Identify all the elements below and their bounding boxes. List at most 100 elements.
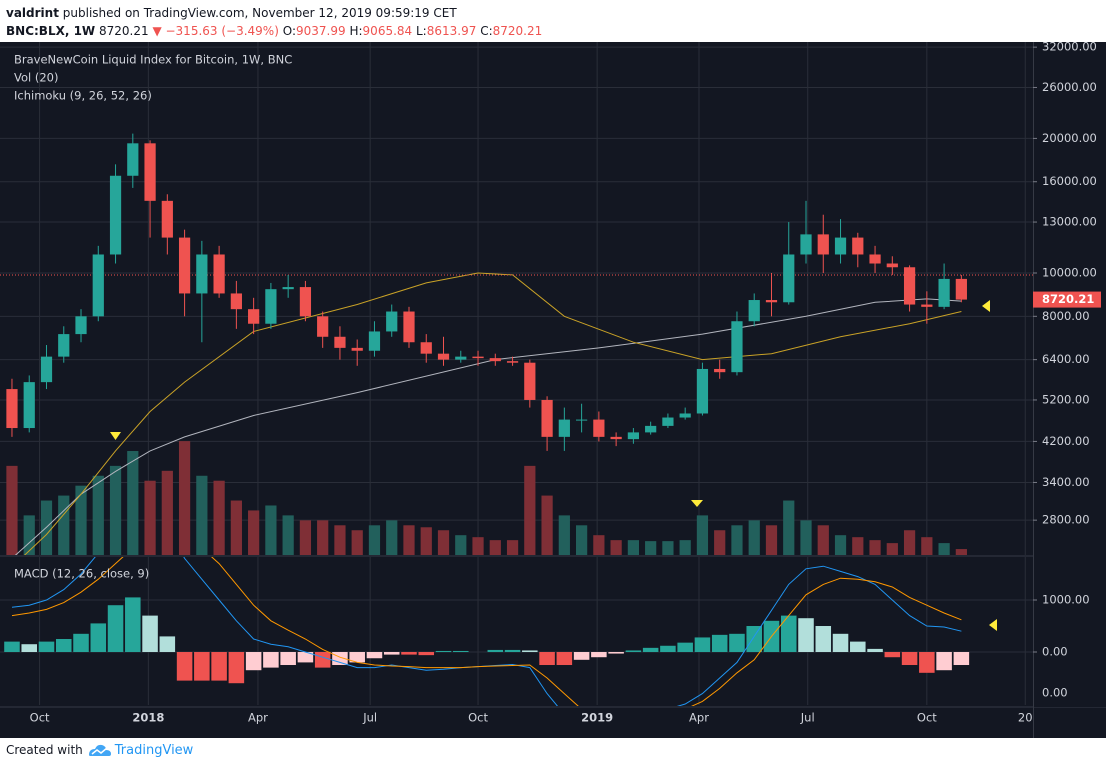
candle-body — [213, 254, 225, 294]
volume-bar — [455, 535, 467, 555]
candle-body — [351, 347, 363, 351]
candle-body — [144, 143, 156, 201]
volume-bar — [351, 530, 363, 555]
histogram-bar — [211, 652, 227, 681]
volume-bar — [662, 541, 674, 555]
volume-bar — [282, 515, 294, 555]
histogram-bar — [625, 650, 642, 653]
candle-body — [575, 419, 588, 421]
candle-body — [783, 254, 795, 303]
candle-body — [455, 356, 467, 360]
volume-bar — [6, 465, 18, 555]
volume-bar — [558, 515, 570, 555]
x-tick-label: 20 — [1018, 711, 1033, 725]
header: valdrint published on TradingView.com, N… — [6, 4, 542, 40]
histogram-bar — [487, 649, 504, 653]
x-tick-label: Oct — [468, 711, 488, 725]
change: ▼ −315.63 (−3.49%) — [152, 24, 279, 38]
candle-body — [92, 254, 104, 317]
price-pane — [0, 133, 1033, 555]
y-tick-label: 6400.00 — [1042, 352, 1090, 366]
volume-bar — [23, 515, 35, 555]
candle-body — [800, 234, 812, 255]
brand[interactable]: TradingView — [114, 742, 194, 758]
y-tick-label: 32000.00 — [1042, 40, 1097, 54]
y-tick-label: 10000.00 — [1042, 265, 1097, 279]
y-tick-label: 8000.00 — [1042, 309, 1090, 323]
histogram-bar — [953, 652, 970, 666]
volume-bar — [196, 475, 208, 555]
histogram-bar — [746, 626, 762, 653]
y-tick-label: 26000.00 — [1042, 80, 1097, 94]
volume-bar — [127, 451, 139, 555]
last-price-label: 8720.21 — [1042, 292, 1094, 306]
x-tick-label: Oct — [30, 711, 50, 725]
volume-bar — [834, 535, 847, 555]
candle-body — [334, 336, 346, 348]
volume-bar — [472, 537, 484, 555]
axes: 32000.00 26000.00 20000.00 16000.00 13000.00… — [30, 40, 1101, 725]
candle-body — [593, 419, 605, 437]
candle-body — [178, 237, 191, 294]
y-tick-label: 1000.00 — [1042, 593, 1090, 607]
ohlc-key: H: — [349, 24, 363, 38]
histogram-bar — [263, 652, 279, 668]
volume-bar — [248, 510, 260, 555]
histogram-bar — [21, 644, 37, 653]
header-line: BNC:BLX, 1W 8720.21 ▼ −315.63 (−3.49%) O… — [6, 22, 542, 40]
histogram-bar — [504, 649, 521, 653]
ohlc-key: O: — [282, 24, 297, 38]
macd-line — [11, 557, 962, 706]
histogram-bar — [90, 623, 107, 653]
volume-bar — [92, 475, 104, 555]
ohlc-value: 9037.99 — [296, 24, 346, 38]
y-tick-label: 3400.00 — [1042, 475, 1090, 489]
volume-bar — [317, 520, 329, 555]
header-line: valdrint published on TradingView.com, N… — [6, 4, 542, 22]
volume-bar — [903, 530, 916, 555]
signal-marker — [691, 500, 703, 507]
histogram-bar — [919, 652, 935, 673]
histogram-bar — [349, 652, 365, 663]
histogram-bar — [55, 639, 72, 653]
volume-bar — [386, 520, 398, 555]
candle-body — [627, 432, 640, 440]
volume-bar — [161, 470, 173, 555]
volume-bar — [765, 525, 778, 555]
histogram-bar — [901, 652, 918, 666]
signal-marker — [110, 432, 121, 440]
author[interactable]: valdrint — [6, 6, 59, 20]
volume-bar — [886, 543, 898, 555]
candle-body — [645, 425, 657, 433]
candle-body — [748, 300, 760, 322]
y-tick-label: 5200.00 — [1042, 392, 1090, 406]
candle-body — [610, 436, 622, 440]
x-tick-label: Apr — [248, 711, 268, 725]
chart-background — [0, 42, 1106, 738]
histogram-bar — [711, 634, 728, 653]
candle-body — [6, 389, 18, 429]
price-scale — [1034, 42, 1106, 707]
candle-body — [58, 334, 70, 357]
x-tick-label: Oct — [917, 711, 937, 725]
volume-bar — [368, 525, 381, 555]
histogram-bar — [642, 647, 659, 653]
candle-body — [696, 368, 709, 414]
volume-bar — [955, 549, 967, 555]
volume-bar — [109, 465, 122, 555]
y-tick-label: 0.00 — [1042, 686, 1068, 700]
volume-bar — [213, 480, 225, 555]
histogram-bar — [453, 650, 469, 653]
histogram-bar — [694, 637, 711, 653]
histogram-bar — [539, 652, 555, 666]
histogram-bar — [228, 652, 245, 684]
volume-bar — [731, 525, 743, 555]
histogram-bar — [366, 652, 383, 659]
candle-body — [437, 353, 450, 360]
indicator-label: Vol (20) — [14, 71, 58, 85]
candle-body — [886, 263, 898, 268]
volume-bar — [627, 540, 640, 555]
histogram-bar — [936, 652, 952, 671]
y-tick-label: 2800.00 — [1042, 513, 1090, 527]
volume-bar — [334, 525, 346, 555]
